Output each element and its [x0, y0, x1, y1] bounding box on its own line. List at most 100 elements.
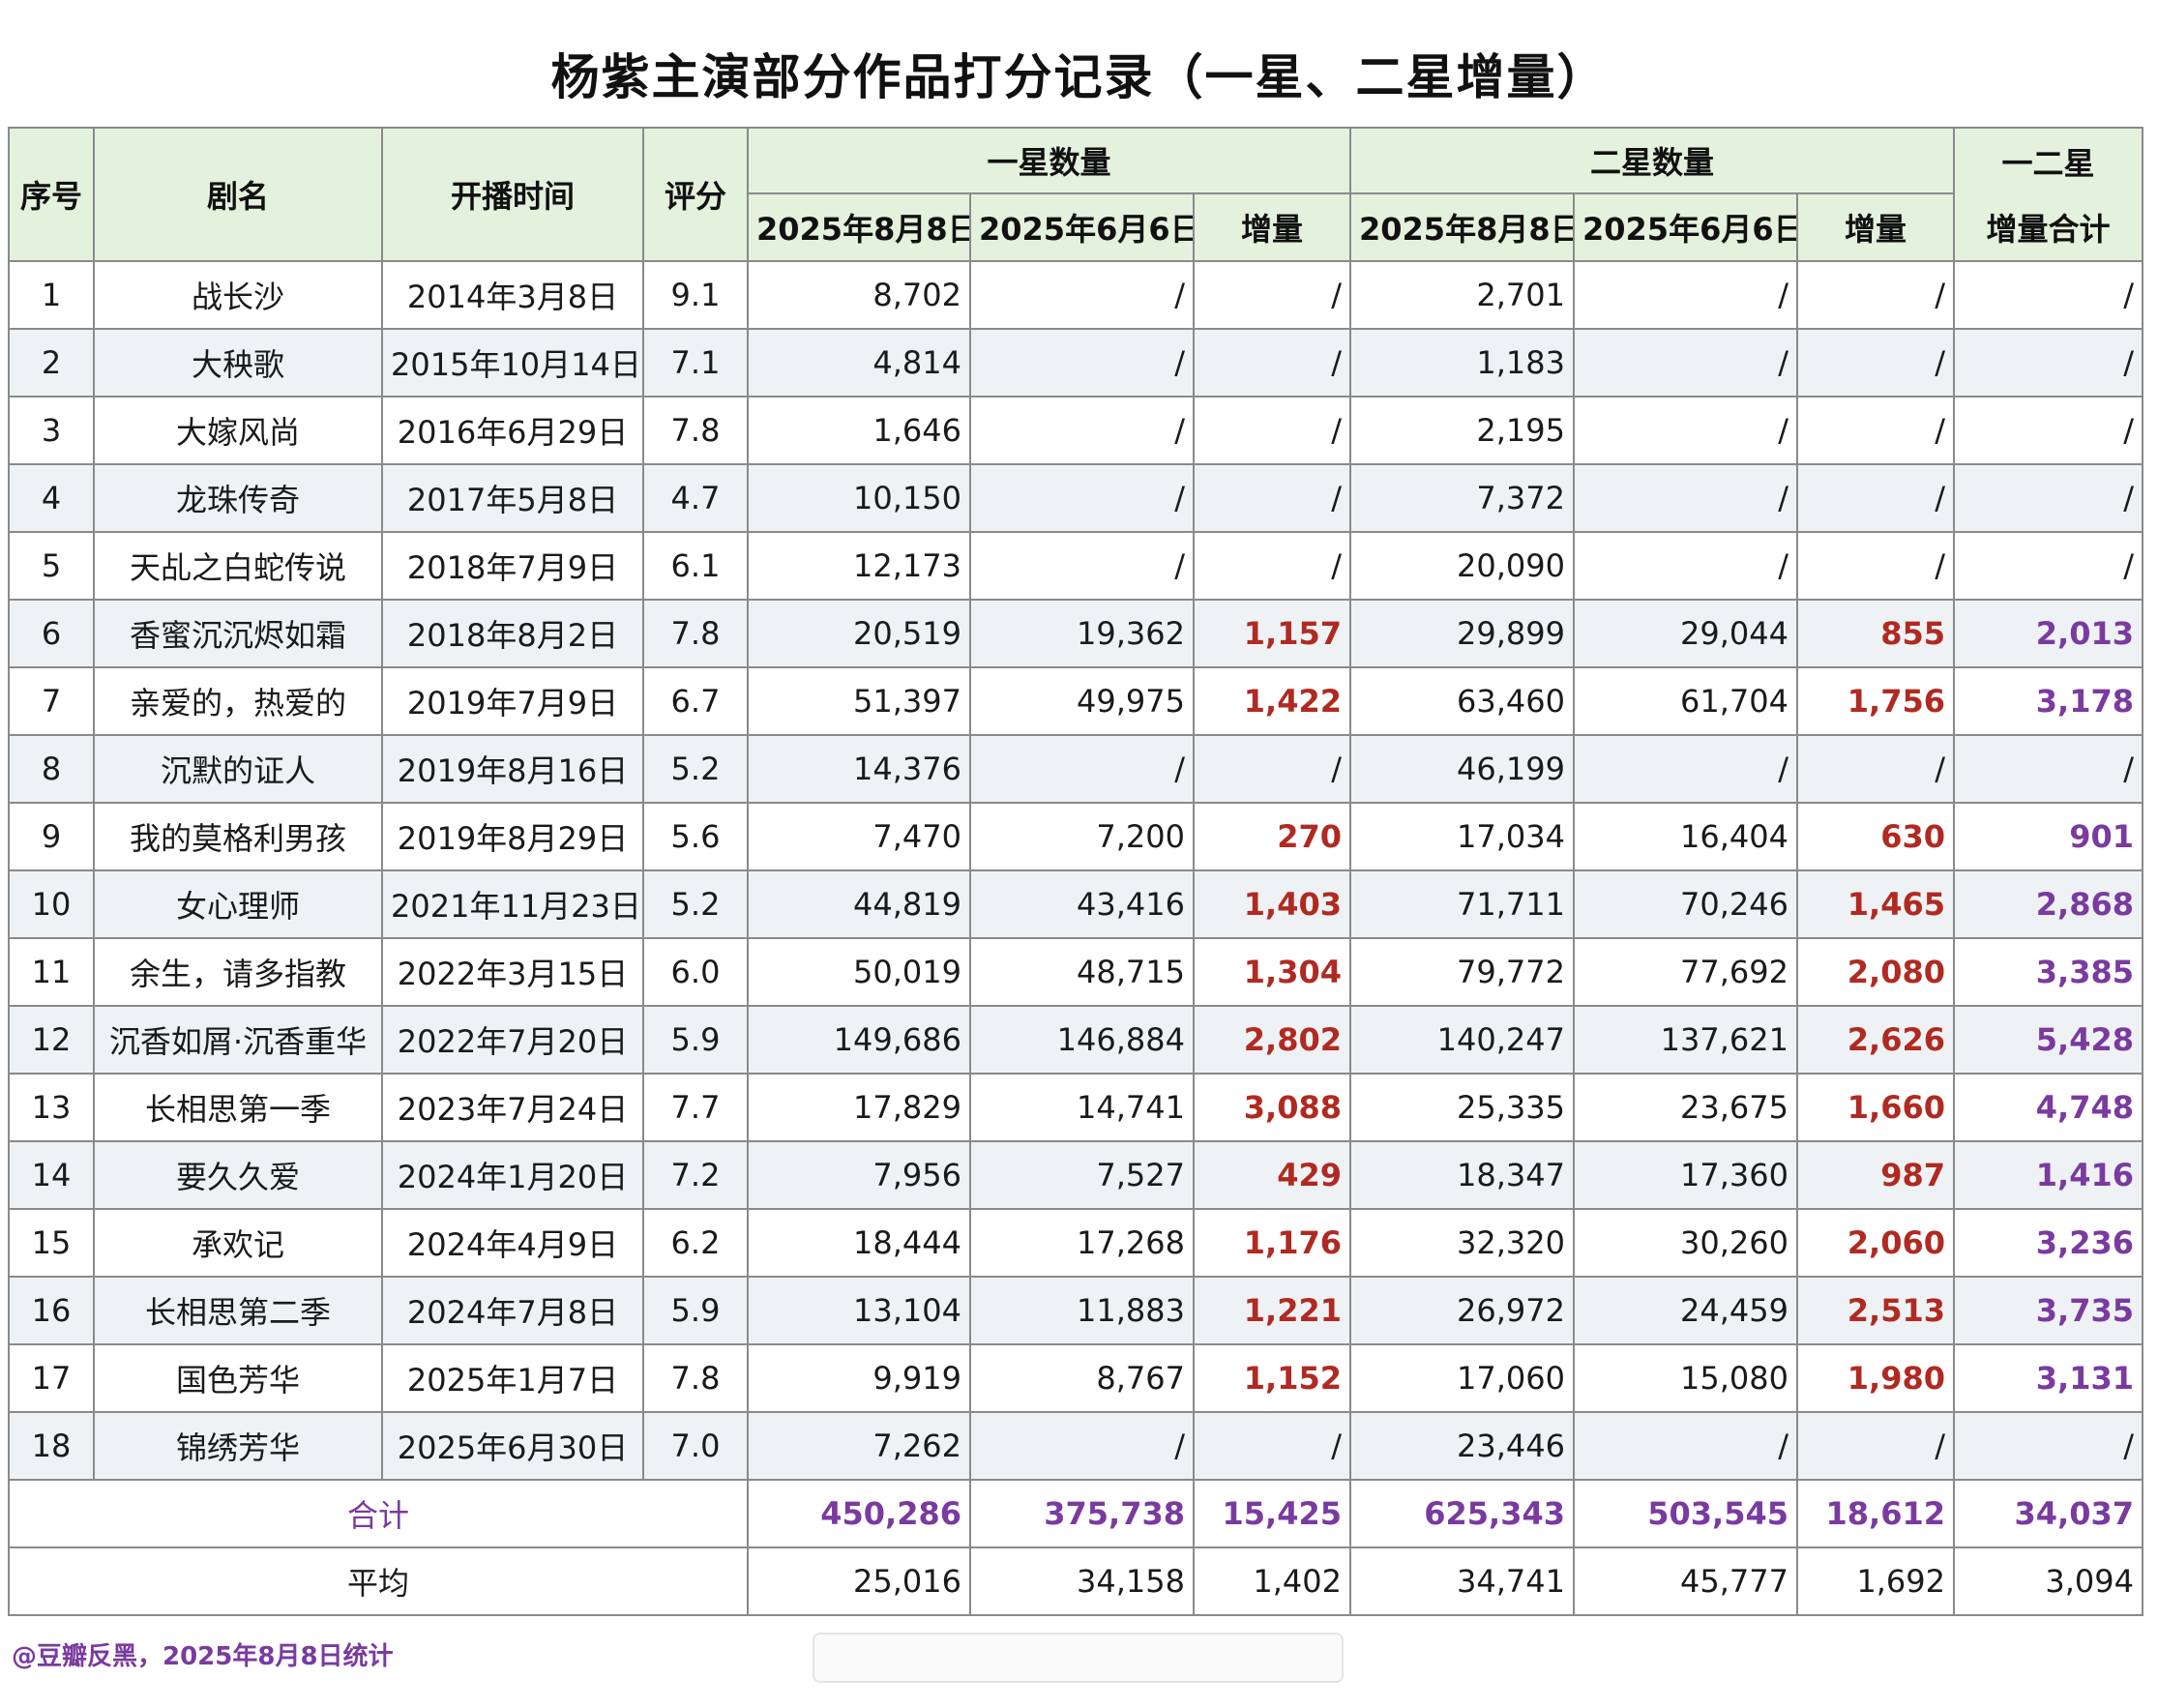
cell-one-star-delta: 1,422	[1193, 666, 1351, 736]
table-row: 11 余生，请多指教 2022年3月15日 6.0 50,019 48,715 1,304 7…	[8, 937, 2143, 1007]
cell-two-star-delta: 1,980	[1796, 1343, 1955, 1413]
cell-index: 18	[8, 1411, 95, 1481]
cell-score: 7.0	[642, 1411, 749, 1481]
cell-two-star-delta: /	[1796, 328, 1955, 398]
total-label: 合计	[8, 1479, 749, 1548]
cell-two-star-delta: /	[1796, 396, 1955, 465]
cell-score: 5.9	[642, 1276, 749, 1345]
table-row: 8 沉默的证人 2019年8月16日 5.2 14,376//46,199// /	[8, 734, 2143, 804]
cell-two-star-aug: 23,446	[1349, 1411, 1575, 1481]
cell-two-star-delta: 987	[1796, 1140, 1955, 1210]
header-two-star-delta: 增量	[1796, 192, 1955, 262]
cell-combined-delta: 3,178	[1953, 666, 2143, 736]
cell-two-star-jun: 61,704	[1573, 666, 1798, 736]
cell-air-date: 2016年6月29日	[381, 396, 644, 465]
cell-score: 6.0	[642, 937, 749, 1007]
cell-index: 14	[8, 1140, 95, 1210]
cell-one-star-delta: 429	[1193, 1140, 1351, 1210]
cell-two-star-jun: 29,044	[1573, 599, 1798, 668]
cell-two-star-aug: 71,711	[1349, 869, 1575, 939]
cell-air-date: 2018年7月9日	[381, 531, 644, 601]
cell-one-star-jun: 48,715	[969, 937, 1195, 1007]
cell-combined-delta: 2,013	[1953, 599, 2143, 668]
cell-two-star-delta: /	[1796, 531, 1955, 601]
cell-one-star-delta: 1,152	[1193, 1343, 1351, 1413]
cell-two-star-delta: 2,626	[1796, 1005, 1955, 1075]
cell-title: 天乩之白蛇传说	[93, 531, 383, 601]
cell-combined-delta: 2,868	[1953, 869, 2143, 939]
cell-combined-delta: /	[1953, 260, 2143, 330]
average-combined-delta: 3,094	[1953, 1546, 2143, 1616]
cell-index: 17	[8, 1343, 95, 1413]
cell-two-star-jun: /	[1573, 463, 1798, 533]
cell-score: 6.7	[642, 666, 749, 736]
table-row: 14 要久久爱 2024年1月20日 7.2 7,956 7,527 429 18,347 17…	[8, 1140, 2143, 1210]
cell-score: 9.1	[642, 260, 749, 330]
cell-air-date: 2014年3月8日	[381, 260, 644, 330]
cell-one-star-delta: 1,403	[1193, 869, 1351, 939]
average-label: 平均	[8, 1546, 749, 1616]
cell-combined-delta: 901	[1953, 802, 2143, 871]
cell-air-date: 2022年3月15日	[381, 937, 644, 1007]
cell-two-star-aug: 29,899	[1349, 599, 1575, 668]
cell-one-star-jun: /	[969, 734, 1195, 804]
score-table: 序号 剧名 开播时间 评分 一星数量 二星数量 一二星 2025年8月8日 20…	[8, 127, 2143, 1616]
cell-score: 7.8	[642, 396, 749, 465]
cell-score: 5.2	[642, 869, 749, 939]
cell-air-date: 2024年4月9日	[381, 1208, 644, 1278]
total-one-star-aug: 450,286	[747, 1479, 971, 1548]
table-row: 13 长相思第一季 2023年7月24日 7.7 17,829 14,741 3,088 25…	[8, 1073, 2143, 1142]
cell-two-star-jun: /	[1573, 396, 1798, 465]
cell-one-star-jun: 14,741	[969, 1073, 1195, 1142]
cell-title: 沉香如屑·沉香重华	[93, 1005, 383, 1075]
cell-title: 大嫁风尚	[93, 396, 383, 465]
cell-index: 5	[8, 531, 95, 601]
cell-one-star-aug: 7,470	[747, 802, 971, 871]
cell-air-date: 2025年1月7日	[381, 1343, 644, 1413]
cell-two-star-aug: 17,034	[1349, 802, 1575, 871]
cell-two-star-delta: /	[1796, 260, 1955, 330]
header-score: 评分	[642, 127, 749, 262]
cell-one-star-jun: 49,975	[969, 666, 1195, 736]
table-row: 16 长相思第二季 2024年7月8日 5.9 13,104 11,883 1,221 26,…	[8, 1276, 2143, 1345]
cell-two-star-jun: /	[1573, 531, 1798, 601]
cell-index: 3	[8, 396, 95, 465]
cell-two-star-jun: /	[1573, 1411, 1798, 1481]
cell-combined-delta: 5,428	[1953, 1005, 2143, 1075]
average-two-star-jun: 45,777	[1573, 1546, 1798, 1616]
header-name: 剧名	[93, 127, 383, 262]
cell-one-star-aug: 7,262	[747, 1411, 971, 1481]
table-row: 12 沉香如屑·沉香重华 2022年7月20日 5.9 149,686 146,884 2,…	[8, 1005, 2143, 1075]
header-one-star-group: 一星数量	[747, 127, 1351, 194]
cell-one-star-delta: /	[1193, 463, 1351, 533]
cell-index: 8	[8, 734, 95, 804]
cell-combined-delta: /	[1953, 531, 2143, 601]
cell-score: 5.2	[642, 734, 749, 804]
total-two-star-jun: 503,545	[1573, 1479, 1798, 1548]
cell-two-star-aug: 140,247	[1349, 1005, 1575, 1075]
cell-two-star-delta: 1,660	[1796, 1073, 1955, 1142]
cell-two-star-aug: 25,335	[1349, 1073, 1575, 1142]
cell-one-star-delta: 270	[1193, 802, 1351, 871]
cell-title: 余生，请多指教	[93, 937, 383, 1007]
cell-score: 7.2	[642, 1140, 749, 1210]
cell-one-star-delta: 3,088	[1193, 1073, 1351, 1142]
cell-one-star-jun: /	[969, 463, 1195, 533]
cell-one-star-delta: /	[1193, 1411, 1351, 1481]
table-row: 10 女心理师 2021年11月23日 5.2 44,819 43,416 1,403 71,…	[8, 869, 2143, 939]
cell-air-date: 2015年10月14日	[381, 328, 644, 398]
header-index: 序号	[8, 127, 95, 262]
cell-one-star-jun: 43,416	[969, 869, 1195, 939]
cell-two-star-aug: 63,460	[1349, 666, 1575, 736]
cell-two-star-aug: 46,199	[1349, 734, 1575, 804]
table-row: 3 大嫁风尚 2016年6月29日 7.8 1,646//2,195// /	[8, 396, 2143, 465]
cell-combined-delta: /	[1953, 396, 2143, 465]
cell-two-star-jun: 23,675	[1573, 1073, 1798, 1142]
cell-two-star-jun: /	[1573, 328, 1798, 398]
cell-two-star-jun: 30,260	[1573, 1208, 1798, 1278]
page-title: 杨紫主演部分作品打分记录（一星、二星增量）	[550, 49, 1608, 105]
cell-two-star-delta: 2,080	[1796, 937, 1955, 1007]
total-two-star-aug: 625,343	[1349, 1479, 1575, 1548]
cell-air-date: 2025年6月30日	[381, 1411, 644, 1481]
cell-two-star-aug: 2,195	[1349, 396, 1575, 465]
